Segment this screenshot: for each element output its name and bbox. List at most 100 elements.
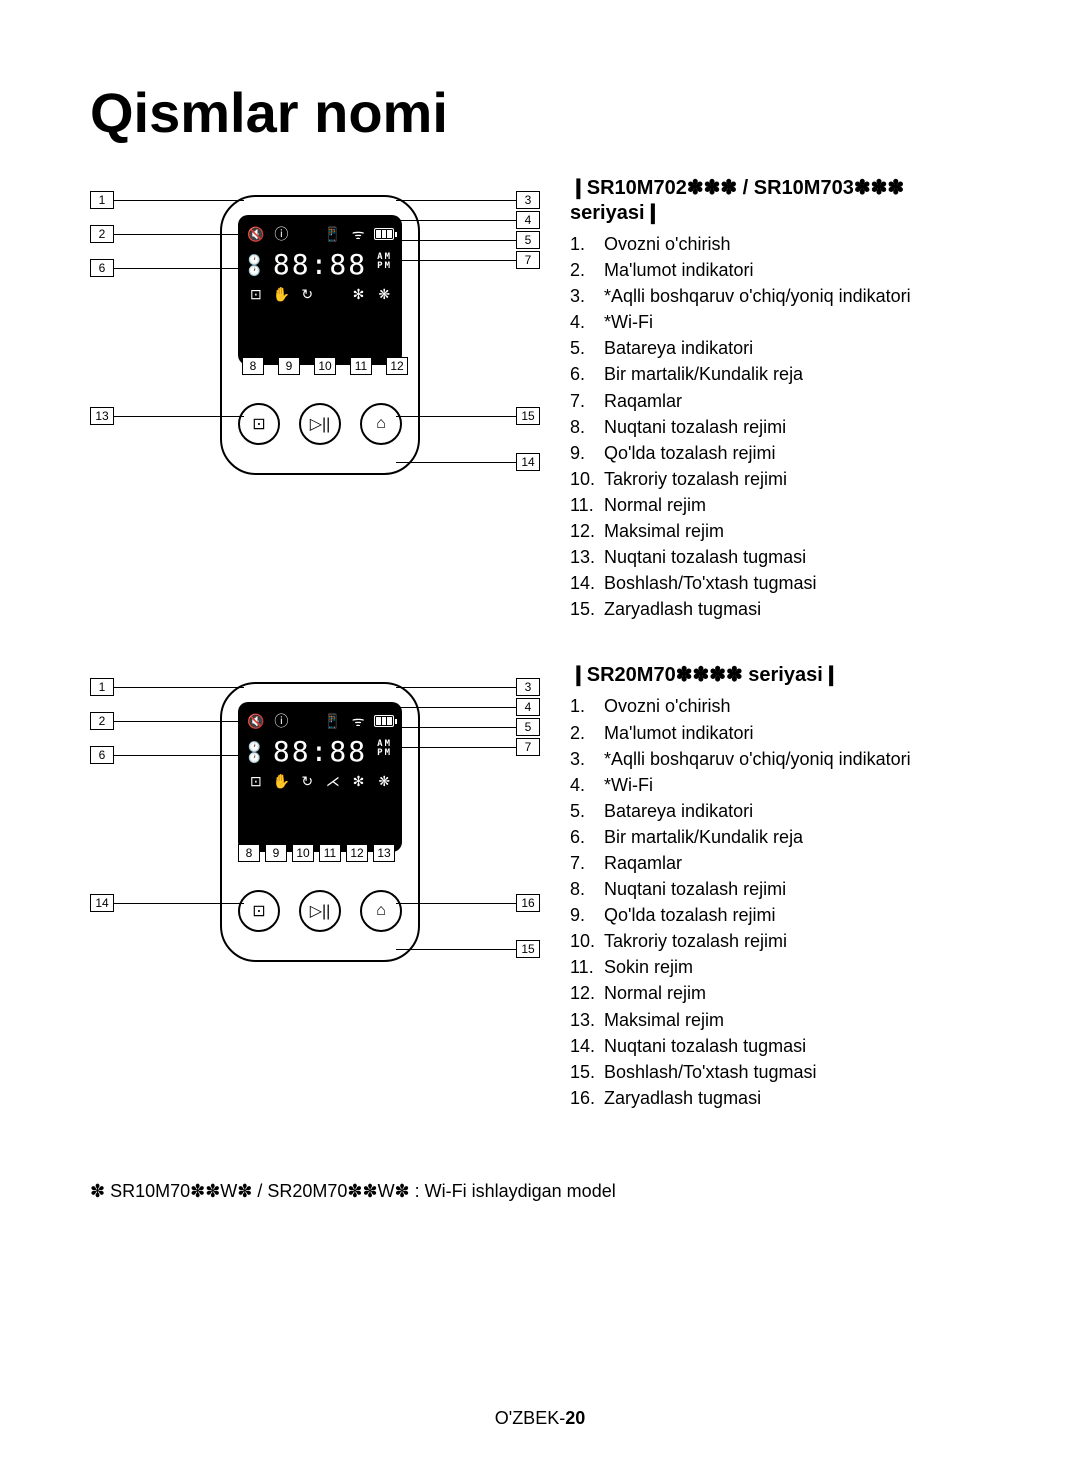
parts-list-item: Ovozni o'chirish [570,693,990,719]
parts-list-item: Normal rejim [570,980,990,1006]
parts-list-item: Nuqtani tozalash tugmasi [570,1033,990,1059]
indicator-icon: 📱 [323,711,343,731]
callout: 4 [396,698,540,716]
indicator-icon: 🔇 [246,711,266,731]
parts-list-item: Batareya indikatori [570,335,990,361]
callout: 5 [396,718,540,736]
content: 🔇ⓘ📱ᯤ88:88🕐🕐AMPM⊡✋↻✻❋⊡▷||⌂126133457151489… [90,175,990,1202]
callout: 16 [396,894,540,912]
callout: 12 [386,357,408,375]
parts-list-item: Ma'lumot indikatori [570,257,990,283]
callout: 2 [90,712,244,730]
mode-icon [323,284,343,304]
remote-body: 🔇ⓘ📱ᯤ88:88🕐🕐AMPM⊡✋↻⋌✻❋⊡▷||⌂ [220,682,420,962]
footnote: ✽ SR10M70✽✽W✽ / SR20M70✽✽W✽ : Wi-Fi ishl… [90,1181,990,1202]
parts-list-item: *Aqlli boshqaruv o'chiq/yoniq indikatori [570,283,990,309]
callout: 13 [90,407,244,425]
parts-list-item: Zaryadlash tugmasi [570,596,990,622]
callout: 9 [265,844,287,862]
parts-list-item: Sokin rejim [570,954,990,980]
series-title-1: ❙SR10M702✽✽✽ / SR10M703✽✽✽ seriyasi❙ [570,175,990,225]
spot-clean-button[interactable]: ⊡ [238,403,280,445]
battery-icon [374,715,394,727]
indicator-icon: ᯤ [348,224,368,244]
mode-icon: ↻ [297,771,317,791]
callout: 6 [90,746,244,764]
callout: 14 [90,894,244,912]
parts-list-item: Zaryadlash tugmasi [570,1085,990,1111]
parts-list-item: Ovozni o'chirish [570,231,990,257]
callout: 11 [350,357,372,375]
parts-list-item: Ma'lumot indikatori [570,720,990,746]
mode-icon: ↻ [297,284,317,304]
indicator-icon [297,224,317,244]
indicator-icon: ᯤ [348,711,368,731]
indicator-icon [297,711,317,731]
mode-icon: ⋌ [323,771,343,791]
parts-list-item: Raqamlar [570,850,990,876]
parts-list-item: Normal rejim [570,492,990,518]
callout: 8 [242,357,264,375]
parts-list-item: Batareya indikatori [570,798,990,824]
parts-list-item: *Aqlli boshqaruv o'chiq/yoniq indikatori [570,746,990,772]
indicator-icon: ⓘ [272,224,292,244]
callout: 12 [346,844,368,862]
indicator-icon [374,224,394,244]
callout: 14 [396,453,540,471]
callout: 7 [396,738,540,756]
page-title: Qismlar nomi [90,80,990,145]
section-2: 🔇ⓘ📱ᯤ88:88🕐🕐AMPM⊡✋↻⋌✻❋⊡▷||⌂12614345716158… [90,662,990,1111]
ampm-label: AMPM [377,740,392,758]
mode-icon: ⊡ [246,771,266,791]
digit-display: 88:88🕐🕐AMPM [246,251,394,279]
play-pause-button[interactable]: ▷|| [299,403,341,445]
mode-icon: ❋ [374,284,394,304]
remote-diagram-2: 🔇ⓘ📱ᯤ88:88🕐🕐AMPM⊡✋↻⋌✻❋⊡▷||⌂12614345716158… [90,662,540,972]
mode-icon: ✋ [272,284,292,304]
parts-list-item: Qo'lda tozalash rejimi [570,440,990,466]
callout: 10 [292,844,314,862]
screen: 🔇 ⓘ 📱ᯤ 88:88🕐🕐AMPM ⊡ ✋↻ ✻❋ [238,215,402,365]
callout: 13 [373,844,395,862]
series-title-2: ❙SR20M70✽✽✽✽ seriyasi❙ [570,662,990,687]
parts-list-1: Ovozni o'chirishMa'lumot indikatori*Aqll… [570,231,990,622]
mode-icon: ✻ [349,771,369,791]
callout: 1 [90,678,244,696]
callout: 5 [396,231,540,249]
callout: 10 [314,357,336,375]
parts-list-item: Takroriy tozalash rejimi [570,928,990,954]
indicator-icon: 📱 [323,224,343,244]
callout: 2 [90,225,244,243]
mode-icon: ✋ [272,771,292,791]
indicator-icon: 🔇 [246,224,266,244]
callout: 9 [278,357,300,375]
parts-list-item: *Wi-Fi [570,772,990,798]
spot-clean-button[interactable]: ⊡ [238,890,280,932]
parts-list-2: Ovozni o'chirishMa'lumot indikatori*Aqll… [570,693,990,1111]
indicator-icon [374,711,394,731]
mode-icon: ⊡ [246,284,266,304]
parts-list-item: *Wi-Fi [570,309,990,335]
parts-list-item: Raqamlar [570,388,990,414]
battery-icon [374,228,394,240]
callout: 15 [396,940,540,958]
indicator-icon: ⓘ [272,711,292,731]
remote-body: 🔇ⓘ📱ᯤ88:88🕐🕐AMPM⊡✋↻✻❋⊡▷||⌂ [220,195,420,475]
parts-list-item: Nuqtani tozalash rejimi [570,876,990,902]
remote-diagram-1: 🔇ⓘ📱ᯤ88:88🕐🕐AMPM⊡✋↻✻❋⊡▷||⌂126133457151489… [90,175,540,485]
callout: 3 [396,191,540,209]
parts-list-item: Boshlash/To'xtash tugmasi [570,1059,990,1085]
ampm-label: AMPM [377,253,392,271]
parts-list-item: Maksimal rejim [570,1007,990,1033]
callout: 4 [396,211,540,229]
screen: 🔇ⓘ📱ᯤ88:88🕐🕐AMPM⊡✋↻⋌✻❋ [238,702,402,852]
callout: 7 [396,251,540,269]
parts-list-item: Bir martalik/Kundalik reja [570,361,990,387]
callout: 15 [396,407,540,425]
mode-icon: ❋ [374,771,394,791]
callout: 8 [238,844,260,862]
callout: 3 [396,678,540,696]
mode-icon: ✻ [349,284,369,304]
play-pause-button[interactable]: ▷|| [299,890,341,932]
callout: 1 [90,191,244,209]
